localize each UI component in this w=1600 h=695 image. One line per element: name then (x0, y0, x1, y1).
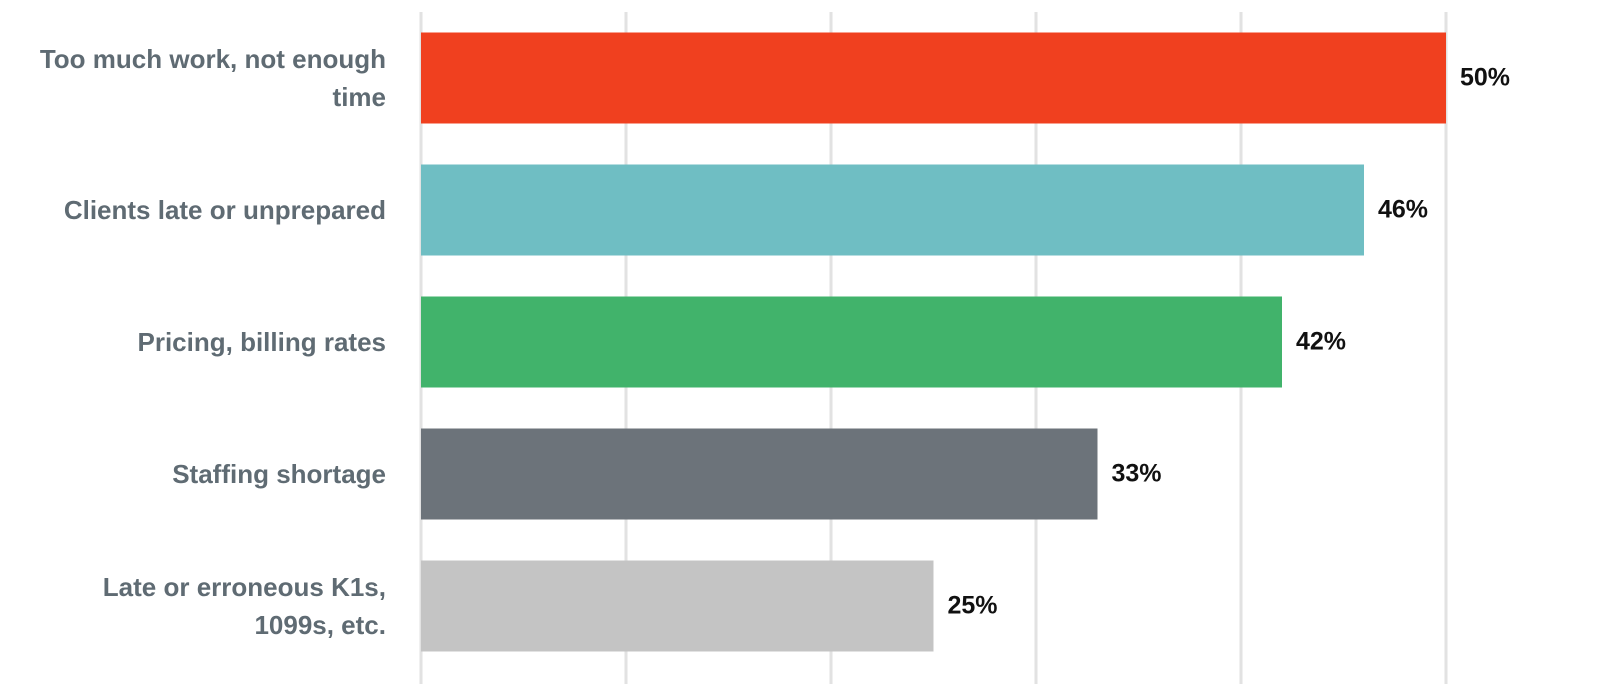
value-label: 33% (1111, 459, 1162, 488)
value-label: 46% (1378, 195, 1429, 224)
category-label: Late or erroneous K1s, 1099s, etc. (102, 572, 386, 640)
bar (421, 164, 1364, 256)
value-label: 42% (1296, 327, 1347, 356)
category-label: Staffing shortage (172, 459, 386, 489)
bar (421, 428, 1098, 520)
value-label: 50% (1460, 63, 1511, 92)
bar (421, 32, 1446, 124)
value-label: 25% (947, 591, 998, 620)
category-label: Clients late or unprepared (63, 195, 386, 225)
bar (421, 296, 1282, 388)
category-label: Pricing, billing rates (137, 327, 387, 357)
bar (421, 560, 934, 652)
category-label: Too much work, not enough time (39, 44, 386, 112)
